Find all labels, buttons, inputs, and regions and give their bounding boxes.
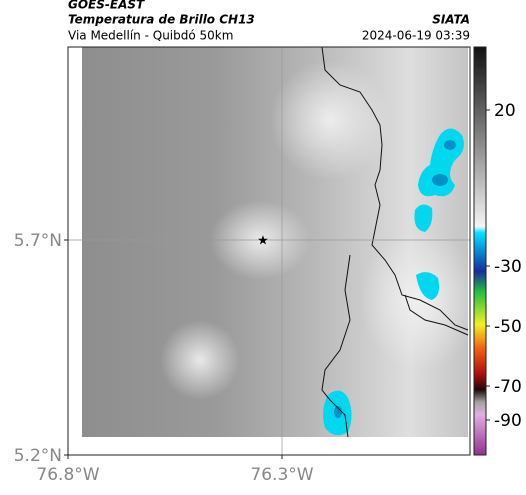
region: Via Medellín - Quibdó 50km (68, 29, 233, 43)
lat-label: 5.2°N (14, 446, 62, 466)
bright-area (270, 60, 390, 180)
bright-area (160, 320, 240, 400)
location-star: ★ (257, 234, 269, 249)
timestamp: 2024-06-19 03:39 (362, 29, 470, 43)
colorbar-tick-label: -50 (494, 317, 522, 337)
lon-label: 76.8°W (36, 465, 99, 485)
product: Temperatura de Brillo CH13 (68, 13, 255, 27)
map: ★ 5.7°N 5.2°N 76.8°W 76.3°W (14, 46, 480, 485)
colorbar: 20 -30 -50 -70 -90 (473, 46, 522, 456)
satellite: GOES-EAST (68, 0, 145, 12)
colder-clouds (334, 140, 456, 418)
map-frame (67, 46, 471, 456)
boundaries (321, 46, 469, 438)
source: SIATA (432, 13, 470, 27)
colorbar-tick-label: 20 (494, 101, 516, 121)
colorbar-tick-label: -90 (494, 411, 522, 431)
lon-label: 76.3°W (250, 465, 313, 485)
colorbar-tick-label: -70 (494, 377, 522, 397)
colorbar-tick-label: -30 (494, 257, 522, 277)
lat-label: 5.7°N (14, 231, 62, 251)
colorbar-scale (473, 46, 487, 456)
